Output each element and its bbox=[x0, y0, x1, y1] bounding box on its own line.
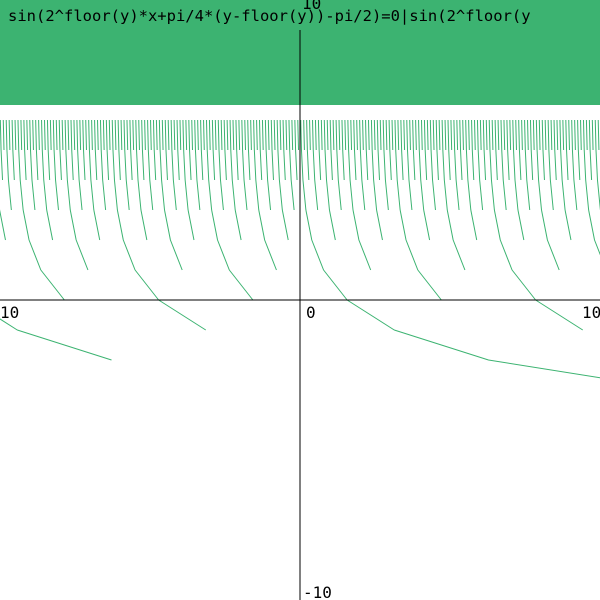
title-background bbox=[0, 0, 600, 30]
y-min-tick-label: -10 bbox=[303, 583, 332, 600]
x-max-tick-label: 10 bbox=[582, 303, 600, 322]
x-min-tick-label: 10 bbox=[0, 303, 19, 322]
y-max-tick-label: 10 bbox=[302, 0, 321, 13]
equation-label: sin(2^floor(y)*x+pi/4*(y-floor(y))-pi/2)… bbox=[8, 7, 531, 25]
origin-tick-label: 0 bbox=[306, 303, 316, 322]
curve-path bbox=[0, 119, 600, 379]
